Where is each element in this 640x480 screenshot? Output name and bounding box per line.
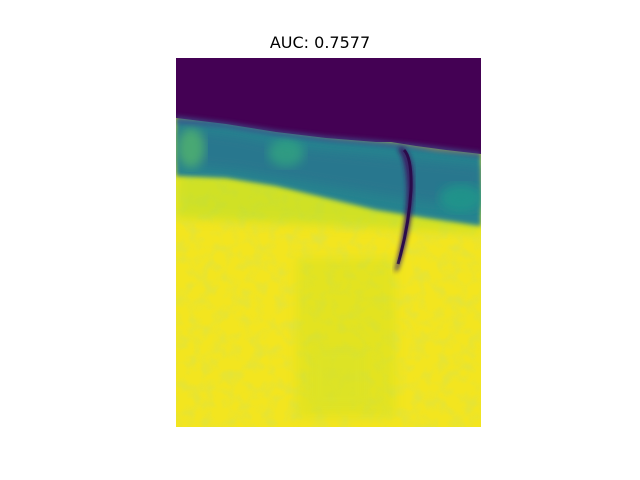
dark-streak (394, 146, 414, 272)
teal-patch (177, 128, 205, 168)
plot-title: AUC: 0.7577 (269, 33, 371, 52)
teal-patch (268, 139, 304, 167)
teal-patch (439, 184, 481, 212)
heatmap-image (176, 58, 481, 427)
dark-streak-core (396, 148, 413, 265)
teal-band-dark (176, 128, 481, 208)
purple-edge (176, 116, 481, 158)
purple-region (176, 58, 481, 154)
heatmap-svg (176, 58, 481, 427)
green-wash (311, 348, 366, 408)
